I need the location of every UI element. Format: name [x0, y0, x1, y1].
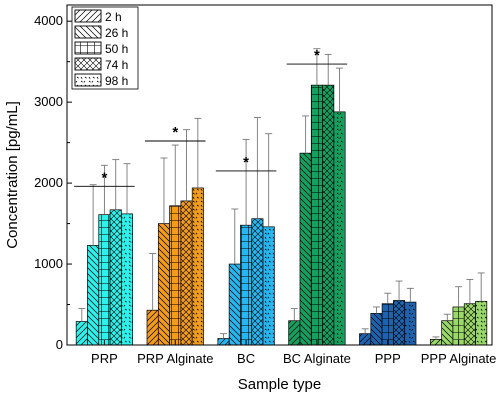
legend-label: 26 h — [105, 26, 128, 40]
legend-label: 98 h — [105, 74, 128, 88]
bar-pattern — [322, 84, 335, 346]
bar-pattern — [87, 245, 100, 346]
legend-swatch-pattern — [74, 57, 102, 71]
bar-pattern — [228, 263, 241, 346]
bar-pattern — [98, 214, 111, 346]
bar-pattern — [299, 152, 312, 346]
significance-label: * — [314, 47, 320, 64]
legend-swatch-pattern — [74, 25, 102, 39]
significance-label: * — [101, 169, 107, 186]
bar-pattern — [404, 301, 417, 346]
bar-pattern — [169, 205, 182, 346]
bar-pattern — [393, 300, 406, 346]
x-tick-label: PRP Alginate — [137, 351, 213, 366]
legend-label: 74 h — [105, 58, 128, 72]
legend-label: 2 h — [105, 10, 122, 24]
bar-pattern — [310, 84, 323, 346]
x-tick-label: BC Alginate — [283, 351, 351, 366]
bar-pattern — [251, 218, 264, 346]
x-tick-label: PPP Alginate — [421, 351, 497, 366]
x-axis-title: Sample type — [238, 376, 321, 393]
significance-label: * — [172, 124, 178, 141]
y-tick-label: 0 — [56, 337, 63, 352]
bar-pattern — [180, 200, 193, 346]
significance-label: * — [243, 154, 249, 171]
bar-pattern — [157, 223, 170, 346]
bar-pattern — [452, 306, 465, 346]
bar-pattern — [441, 320, 454, 346]
bar-pattern — [463, 303, 476, 346]
bar-pattern — [475, 300, 488, 346]
bar-pattern — [240, 224, 253, 346]
y-axis-title: Concentration [pg/mL] — [4, 101, 21, 249]
bar-pattern — [370, 313, 383, 346]
legend-label: 50 h — [105, 42, 128, 56]
x-tick-label: BC — [237, 351, 255, 366]
y-tick-label: 2000 — [34, 175, 63, 190]
y-tick-label: 4000 — [34, 13, 63, 28]
bar-pattern — [75, 321, 88, 346]
x-tick-label: PPP — [375, 351, 401, 366]
y-tick-label: 1000 — [34, 256, 63, 271]
bar-pattern — [359, 333, 372, 346]
bar-pattern — [381, 303, 394, 346]
plot-frame — [66, 4, 493, 346]
bar-pattern — [333, 111, 346, 346]
bar-pattern — [146, 309, 159, 346]
y-tick-label: 3000 — [34, 94, 63, 109]
bar-pattern — [217, 338, 230, 346]
legend-swatch-pattern — [74, 73, 102, 87]
x-tick-label: PRP — [91, 351, 118, 366]
bar-pattern — [262, 226, 275, 346]
legend-swatch-pattern — [74, 9, 102, 23]
legend-swatch-pattern — [74, 41, 102, 55]
bar-pattern — [121, 213, 134, 346]
bar-pattern — [429, 338, 442, 346]
bar-pattern — [109, 209, 122, 346]
bar-pattern — [288, 320, 301, 346]
bar-pattern — [191, 187, 204, 346]
